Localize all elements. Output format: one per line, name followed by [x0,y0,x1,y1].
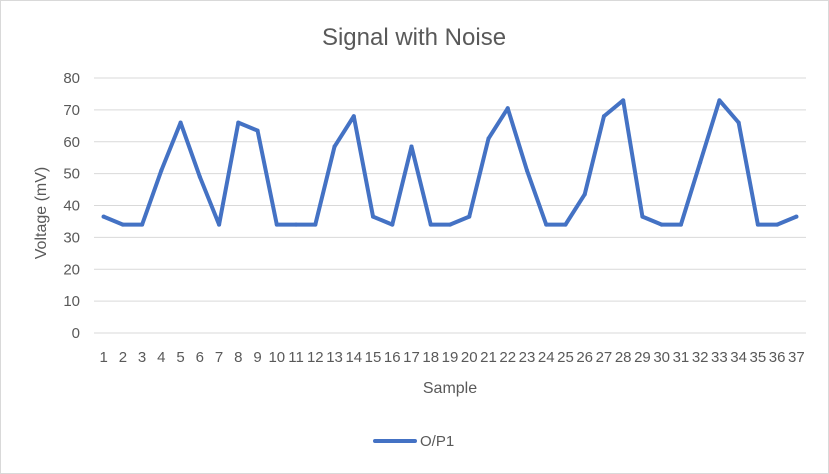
x-tick-label: 17 [403,349,420,366]
data-point [390,222,395,227]
x-tick-label: 28 [615,349,632,366]
gridlines [94,77,806,334]
data-point [794,214,799,219]
data-point [409,144,414,149]
x-tick-label: 11 [288,349,304,366]
x-tick-label: 30 [653,349,670,366]
x-tick-label: 6 [196,349,204,366]
data-point [255,128,260,133]
x-tick-label: 21 [480,349,497,366]
x-tick-label: 1 [99,349,107,366]
data-point [736,120,741,125]
legend-label: O/P1 [420,433,454,450]
data-point [274,222,279,227]
data-point [467,214,472,219]
x-tick-label: 26 [576,349,593,366]
x-tick-label: 31 [673,349,690,366]
x-tick-label: 15 [365,349,382,366]
data-point [428,222,433,227]
x-tick-label: 34 [730,349,747,366]
data-point [486,136,491,141]
y-tick-label: 40 [63,198,80,215]
y-tick-label: 60 [63,134,80,151]
x-tick-label: 37 [788,349,805,366]
data-point [351,114,356,119]
x-tick-label: 5 [176,349,184,366]
chart-title: Signal with Noise [322,24,506,51]
y-tick-label: 20 [63,261,80,278]
y-tick-label: 10 [63,293,80,310]
y-axis-label: Voltage (mV) [33,167,50,259]
x-tick-label: 27 [596,349,613,366]
data-point [524,168,529,173]
data-point [659,222,664,227]
y-tick-label: 70 [63,102,80,119]
series-group [101,98,799,227]
x-tick-label: 24 [538,349,555,366]
data-point [294,222,299,227]
data-point [371,214,376,219]
data-point [448,222,452,227]
data-point [120,222,125,227]
y-tick-label: 50 [63,166,80,183]
x-tick-label: 16 [384,349,401,366]
data-point [621,98,626,103]
data-point [544,222,549,227]
x-tick-label: 10 [268,349,285,366]
x-tick-label: 2 [119,349,127,366]
x-tick-label: 35 [750,349,767,366]
x-tick-label: 36 [769,349,786,366]
x-tick-label: 14 [345,349,362,366]
x-tick-label: 32 [692,349,709,366]
x-tick-label: 18 [422,349,439,366]
y-tick-label: 30 [63,229,80,246]
data-point [197,174,202,179]
y-tick-label: 0 [72,325,80,342]
data-point [582,192,587,197]
x-tick-label: 4 [157,349,165,366]
x-tick-label: 33 [711,349,728,366]
data-point [140,222,145,227]
y-tick-label: 80 [63,70,80,87]
x-axis-label: Sample [423,380,477,397]
data-point [775,222,780,227]
x-tick-label: 3 [138,349,146,366]
x-tick-label: 8 [234,349,242,366]
data-point [313,222,318,227]
data-point [601,114,606,119]
legend: O/P1 [373,433,454,450]
x-tick-label: 29 [634,349,651,366]
data-point [678,222,683,227]
x-tick-label: 23 [519,349,536,366]
x-tick-label: 7 [215,349,223,366]
data-point [505,106,510,111]
data-point [755,222,760,227]
data-point [332,144,337,149]
data-point [217,222,222,227]
x-axis-ticks: 1 2 3 4 5 6 7 8 9 10 11 12 13 14 15 16 17 18 19 20 21 22 23 24 2… [99,349,804,366]
x-tick-label: 12 [307,349,324,366]
x-tick-label: 9 [253,349,261,366]
data-point [101,214,106,219]
data-point [640,214,645,219]
data-point [563,222,568,227]
data-point [698,160,703,165]
data-point [236,120,241,125]
x-tick-label: 20 [461,349,478,366]
x-tick-label: 22 [499,349,516,366]
data-point [159,168,164,173]
data-point [717,98,722,103]
x-tick-label: 13 [326,349,343,366]
data-point [178,120,183,125]
x-tick-label: 25 [557,349,574,366]
y-axis-ticks: 0 10 20 30 40 50 60 70 80 [63,70,80,342]
x-tick-label: 19 [442,349,459,366]
